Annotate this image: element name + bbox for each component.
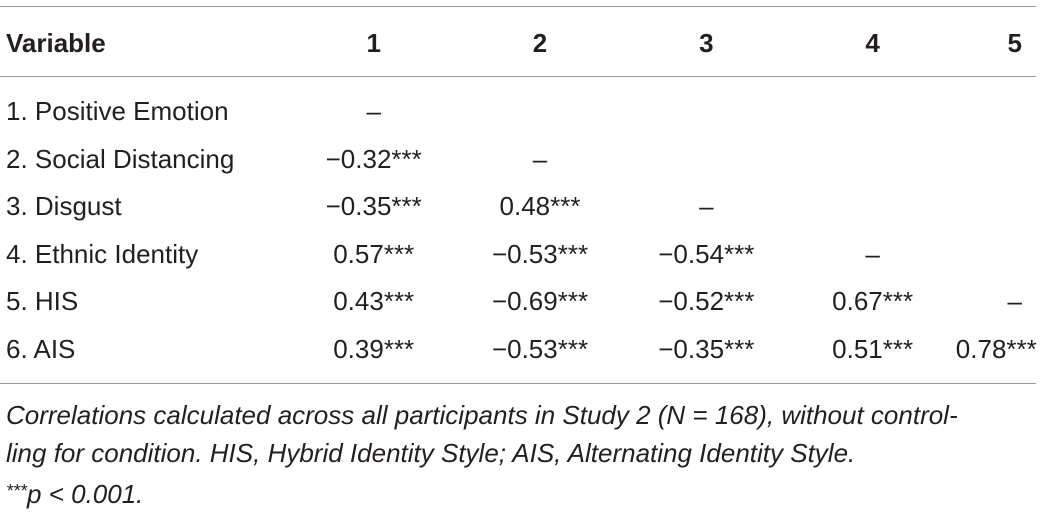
table-cell: 0.43***	[333, 286, 415, 317]
column-header-variable: Variable	[6, 27, 106, 58]
table-row: 3. Disgust −0.35*** 0.48*** –	[0, 183, 1036, 231]
significance-note: ***p < 0.001.	[6, 472, 1036, 513]
table-cell: −0.35***	[325, 191, 422, 222]
table-cell: 0.51***	[832, 333, 914, 364]
row-label: 4. Ethnic Identity	[6, 238, 199, 269]
table-row: 1. Positive Emotion –	[0, 88, 1036, 136]
table-header-row: Variable 1 2 3 4 5	[0, 18, 1036, 68]
row-label: 2. Social Distancing	[6, 143, 235, 174]
table-cell	[623, 136, 789, 184]
table-row: 2. Social Distancing −0.32*** –	[0, 136, 1036, 184]
table-cell: 0.78***	[955, 333, 1037, 364]
table-cell	[789, 136, 955, 184]
table-row: 5. HIS 0.43*** −0.69*** −0.52*** 0.67***…	[0, 278, 1036, 326]
significance-stars: ***	[6, 481, 28, 501]
table-cell	[956, 231, 1036, 279]
table-cell: 0.57***	[333, 238, 415, 269]
significance-text: p < 0.001.	[27, 479, 144, 509]
column-header-3: 3	[699, 27, 714, 58]
table-top-rule	[0, 6, 1036, 7]
table-cell: −0.54***	[658, 238, 755, 269]
column-header-1: 1	[366, 27, 381, 58]
table-bottom-rule	[0, 383, 1036, 384]
row-label: 3. Disgust	[6, 191, 122, 222]
table-cell: –	[366, 96, 381, 127]
table-cell: 0.67***	[832, 286, 914, 317]
table-cell: −0.32***	[325, 143, 422, 174]
footnote-line: ling for condition. HIS, Hybrid Identity…	[6, 438, 856, 468]
table-row: 6. AIS 0.39*** −0.53*** −0.35*** 0.51***…	[0, 326, 1037, 374]
table-cell: –	[1007, 286, 1022, 317]
table-cell	[457, 88, 623, 136]
table-cell: −0.53***	[491, 238, 589, 269]
column-header-4: 4	[865, 27, 880, 58]
table-cell	[956, 136, 1036, 184]
table-cell	[623, 88, 789, 136]
row-label: 6. AIS	[6, 333, 76, 364]
table-cell	[789, 183, 955, 231]
table-cell	[789, 88, 955, 136]
column-header-2: 2	[532, 27, 548, 58]
table-cell: –	[532, 143, 548, 174]
table-cell: –	[699, 191, 714, 222]
table-cell: −0.52***	[658, 286, 755, 317]
footnote-line: Correlations calculated across all parti…	[6, 400, 958, 430]
table-header-rule	[0, 76, 1036, 77]
row-label: 5. HIS	[6, 286, 79, 317]
table-cell: 0.48***	[499, 191, 581, 222]
table-cell	[956, 183, 1036, 231]
row-label: 1. Positive Emotion	[6, 96, 229, 127]
table-footnotes: Correlations calculated across all parti…	[6, 396, 1036, 513]
correlation-table: Variable 1 2 3 4 5 1. Positive Emotion –…	[0, 18, 1037, 374]
table-cell: −0.69***	[491, 286, 589, 317]
table-cell: −0.35***	[658, 333, 755, 364]
table-cell: −0.53***	[491, 333, 589, 364]
table-cell	[956, 88, 1036, 136]
column-header-5: 5	[1007, 27, 1022, 58]
table-cell: –	[865, 238, 880, 269]
table-cell: 0.39***	[333, 333, 415, 364]
table-row: 4. Ethnic Identity 0.57*** −0.53*** −0.5…	[0, 231, 1036, 279]
